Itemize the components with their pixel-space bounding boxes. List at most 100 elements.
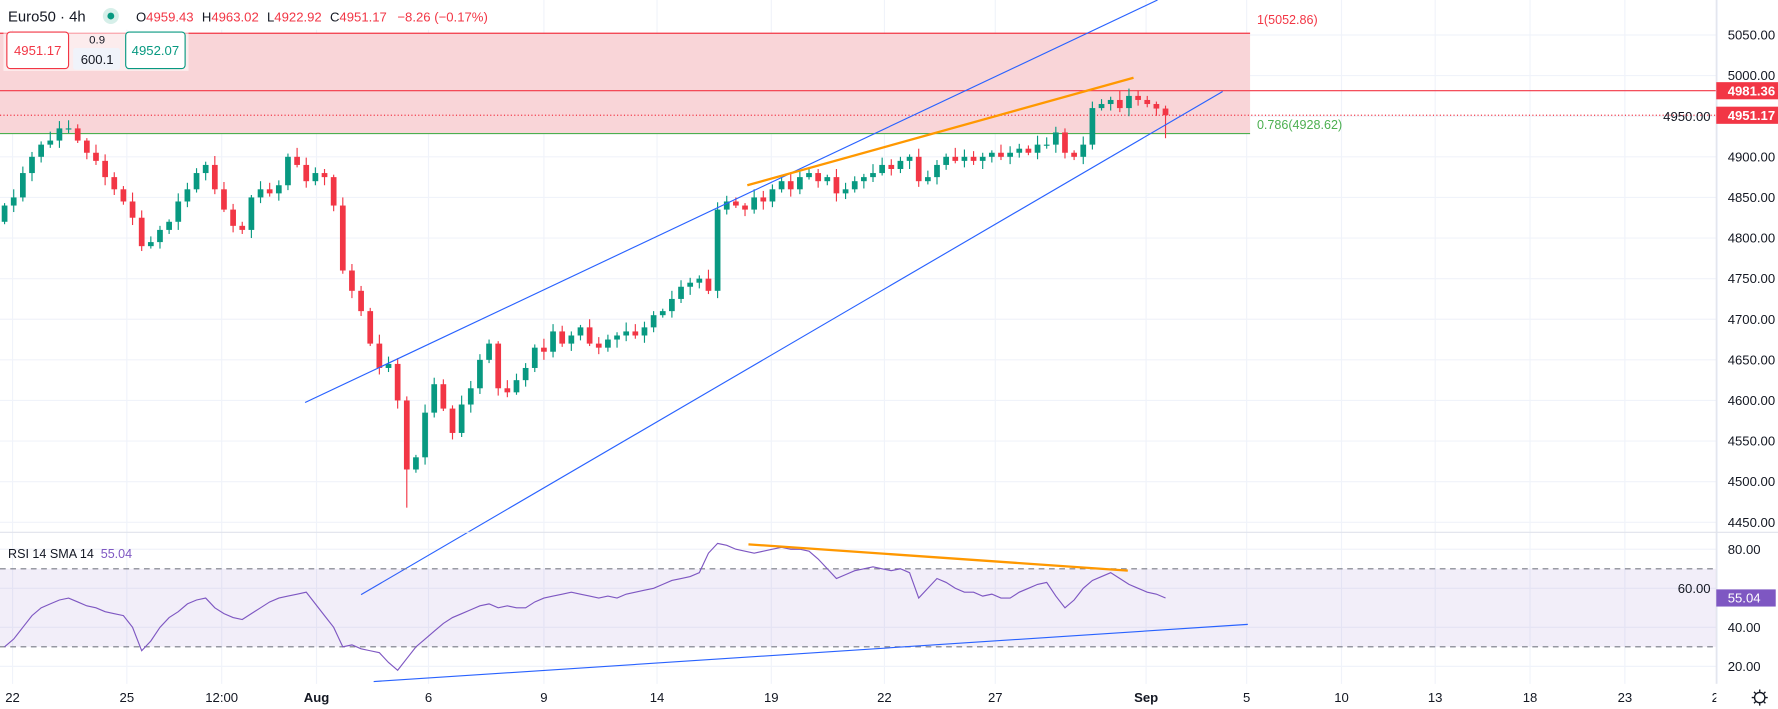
candle-body xyxy=(714,209,721,291)
candle xyxy=(696,275,703,289)
candle-body xyxy=(266,189,273,194)
candle-body xyxy=(1098,104,1105,109)
candle xyxy=(120,186,127,205)
candle xyxy=(1007,146,1013,165)
candle xyxy=(202,161,209,181)
candle-body xyxy=(385,363,392,368)
candle xyxy=(1135,90,1141,106)
candle-body xyxy=(65,128,72,130)
price-tick-label: 5000.00 xyxy=(1728,68,1775,83)
candle-body xyxy=(879,164,886,174)
candle-body xyxy=(632,331,639,336)
candle xyxy=(1025,145,1032,156)
ohlc-readout: O4959.43 H4963.02 L4922.92 C4951.17 −8.2… xyxy=(136,10,488,25)
rsi-trendline-orange[interactable] xyxy=(748,543,1128,572)
time-tick-label: 18 xyxy=(1523,690,1538,705)
price-trendline-orange[interactable] xyxy=(747,76,1134,187)
candle-body xyxy=(1116,99,1123,109)
candle-body xyxy=(833,177,840,194)
candle xyxy=(888,159,895,176)
rsi-tick-label: 60.00 xyxy=(1678,581,1711,596)
candle-body xyxy=(659,311,666,316)
candle-body xyxy=(897,160,904,169)
candle-body xyxy=(595,343,602,348)
settings-gear-icon[interactable] xyxy=(1751,689,1768,706)
candle-body xyxy=(888,164,895,169)
buy-button[interactable]: 4952.07 xyxy=(125,31,186,70)
candle-body xyxy=(513,380,520,393)
candle-body xyxy=(531,347,538,368)
candle-body xyxy=(906,156,913,161)
candle xyxy=(1043,137,1050,149)
candle xyxy=(915,148,922,187)
candle-body xyxy=(998,152,1004,157)
candle-body xyxy=(129,201,136,218)
price-axis[interactable]: 5050.00 5000.00 4950.00 4900.00 4850.00 4800.… xyxy=(1663,28,1775,530)
candle-body xyxy=(166,221,172,230)
rsi-tick-label: 20.00 xyxy=(1728,659,1761,674)
candle-body xyxy=(495,343,502,389)
candle xyxy=(714,202,721,299)
candle-body xyxy=(102,160,108,178)
candle-body xyxy=(74,128,81,141)
time-tick-label: 6 xyxy=(425,690,432,705)
candle xyxy=(38,141,44,163)
candle xyxy=(760,190,767,210)
symbol-title[interactable]: Euro50 · 4h xyxy=(8,10,86,26)
candle-body xyxy=(733,201,739,206)
channel-upper-line[interactable] xyxy=(304,0,1158,404)
candle-body xyxy=(1107,99,1114,105)
channel-lower-line[interactable] xyxy=(360,90,1223,596)
candle xyxy=(504,380,511,398)
candle xyxy=(339,197,346,274)
candle-body xyxy=(742,205,748,210)
candle-body xyxy=(1052,132,1059,145)
candle-body xyxy=(1135,95,1141,100)
candle xyxy=(879,157,886,176)
candle xyxy=(394,358,401,409)
candle xyxy=(102,154,108,186)
candle-body xyxy=(431,384,438,413)
candle xyxy=(897,156,904,174)
candle-body xyxy=(120,189,127,202)
sell-button[interactable]: 4951.17 xyxy=(6,31,70,70)
price-tick-label: 4550.00 xyxy=(1728,434,1775,449)
candle xyxy=(924,170,931,185)
candle-body xyxy=(568,335,575,344)
candle xyxy=(751,189,758,214)
candle xyxy=(988,150,995,163)
candle-body xyxy=(458,404,465,433)
fib-zone[interactable] xyxy=(0,33,1251,134)
candle-body xyxy=(504,388,511,393)
candle xyxy=(10,189,17,213)
quantity-input[interactable]: 600.1 xyxy=(73,48,120,70)
candle-body xyxy=(1016,148,1023,153)
candle-body xyxy=(550,331,556,352)
candle-body xyxy=(330,177,337,206)
candle-body xyxy=(239,225,246,230)
candle xyxy=(29,151,35,182)
rsi-value-tag: 55.04 xyxy=(1716,589,1776,607)
fib-level-0786-label: 0.786(4928.62) xyxy=(1257,118,1342,132)
rsi-axis[interactable]: 80.00 60.00 40.00 20.00 xyxy=(1678,542,1761,674)
candle xyxy=(65,120,72,134)
candle-body xyxy=(723,201,730,210)
candle xyxy=(851,176,858,193)
candle xyxy=(998,144,1004,161)
time-tick-label: Aug xyxy=(304,690,330,705)
candle xyxy=(175,193,182,230)
rsi-trendline-blue[interactable] xyxy=(373,623,1248,683)
candle-body xyxy=(806,173,812,178)
candle xyxy=(1062,128,1068,159)
candle xyxy=(1052,126,1059,153)
candle-body xyxy=(705,278,712,291)
candle xyxy=(678,280,684,304)
candle xyxy=(659,308,666,318)
candle-body xyxy=(394,363,401,401)
candle xyxy=(431,377,438,418)
candle-body xyxy=(248,197,255,230)
candle-body xyxy=(422,412,428,458)
time-tick-label: 25 xyxy=(120,690,135,705)
